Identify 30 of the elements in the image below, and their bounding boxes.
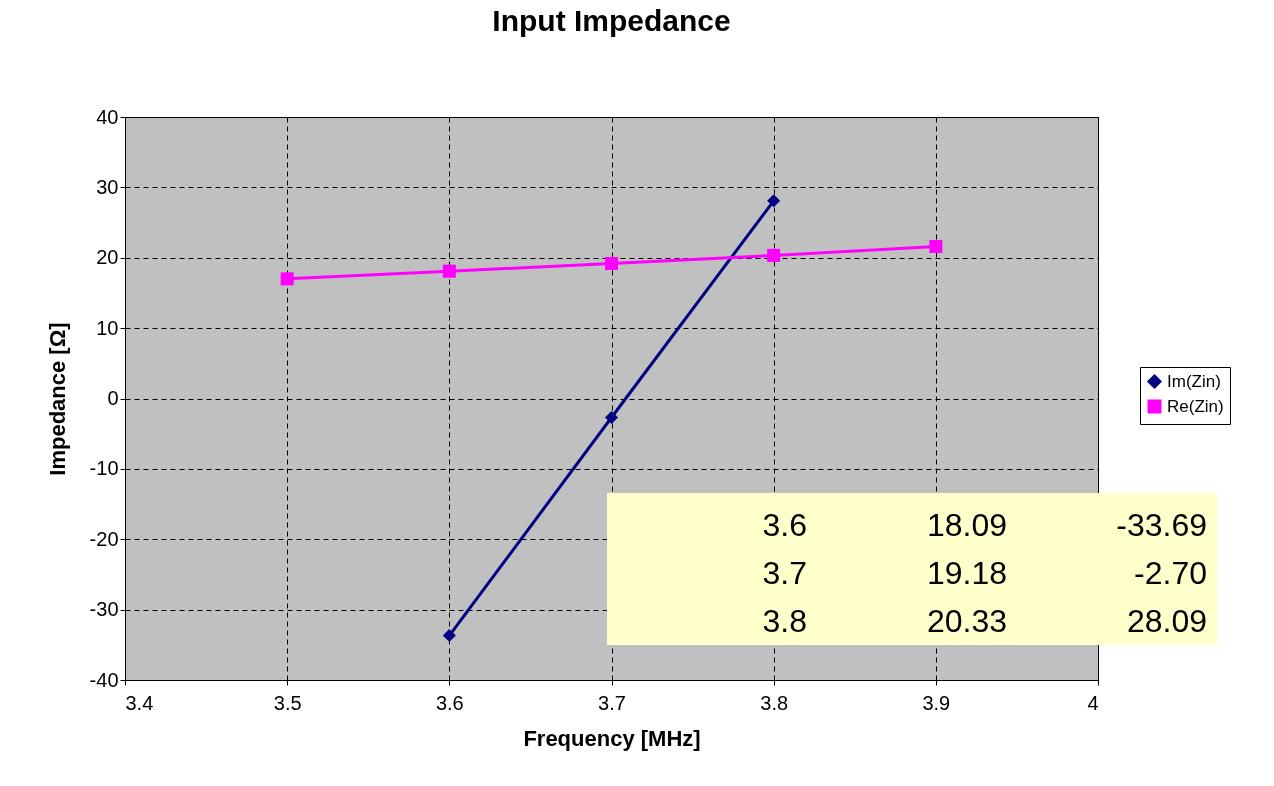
chart-title: Input Impedance xyxy=(492,4,731,37)
point xyxy=(929,239,943,254)
point xyxy=(604,410,619,425)
y-tick-label: -40 xyxy=(89,668,119,691)
point xyxy=(442,264,456,278)
legend-label: Im(Zin) xyxy=(1167,371,1221,391)
x-tick-label: 3.9 xyxy=(922,691,951,714)
y-tick-label: -20 xyxy=(89,527,119,550)
x-tick-label: 3.4 xyxy=(125,691,154,714)
x-tick-label: 3.5 xyxy=(273,691,302,714)
point xyxy=(767,194,781,208)
y-tick-label: 0 xyxy=(107,387,119,409)
x-axis-title: Frequency [MHz] xyxy=(523,725,701,751)
point xyxy=(442,629,456,643)
x-tick-label: 4 xyxy=(1087,691,1099,714)
point xyxy=(767,248,781,262)
y-tick-label: 10 xyxy=(96,316,119,339)
value-table: 3.6 18.09 -33.69 3.7 19.18 -2.70 3.8 20.33 28.09 xyxy=(607,493,1217,645)
y-tick-label: 40 xyxy=(96,105,119,128)
y-axis-title: Impedance [Ω] xyxy=(44,322,70,476)
y-tick-label: 20 xyxy=(96,246,119,269)
y-tick-label: 30 xyxy=(96,175,119,198)
point xyxy=(280,272,294,286)
x-tick-label: 3.6 xyxy=(435,691,464,714)
point xyxy=(604,257,619,271)
x-tick-label: 3.8 xyxy=(760,691,789,714)
x-tick-label: 3.7 xyxy=(598,691,626,714)
y-tick-label: -10 xyxy=(89,457,119,480)
legend-label: Re(Zin) xyxy=(1167,396,1224,416)
y-tick-label: -30 xyxy=(89,598,119,621)
